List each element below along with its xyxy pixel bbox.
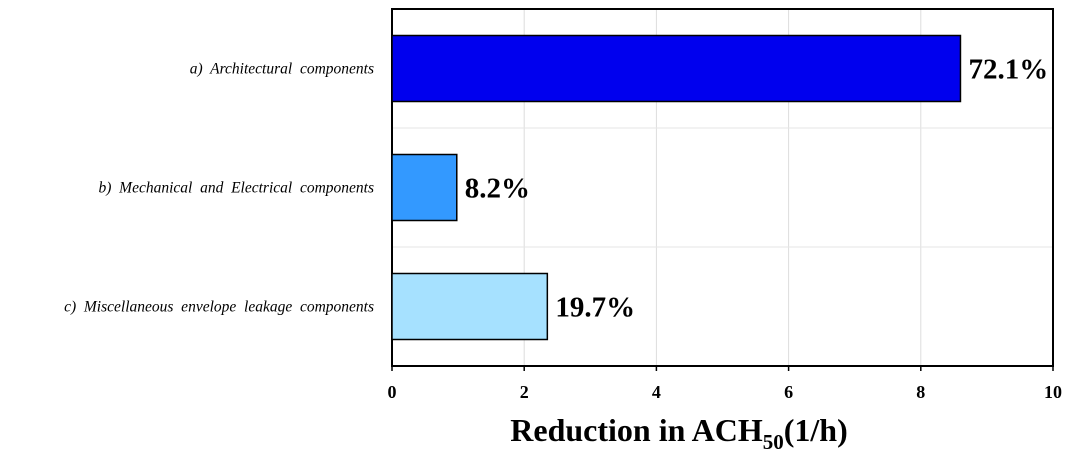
x-axis-title: Reduction in ACH50(1/h) bbox=[510, 412, 847, 454]
x-axis-title-suffix: (1/h) bbox=[784, 412, 848, 448]
category-labels: a) Architectural components b) Mechanical… bbox=[64, 61, 374, 316]
tick-label: 2 bbox=[520, 382, 529, 402]
tick-label: 8 bbox=[916, 382, 925, 402]
data-label: 19.7% bbox=[555, 292, 635, 324]
data-label: 72.1% bbox=[968, 54, 1048, 86]
data-label: 8.2% bbox=[465, 173, 530, 205]
category-label: a) Architectural components bbox=[190, 61, 374, 78]
bar bbox=[391, 153, 458, 222]
tick-label: 6 bbox=[784, 382, 793, 402]
category-label: c) Miscellaneous envelope leakage compon… bbox=[64, 299, 374, 316]
category-label: b) Mechanical and Electrical components bbox=[99, 180, 374, 197]
tick-label: 0 bbox=[388, 382, 397, 402]
bar bbox=[391, 34, 962, 103]
bars bbox=[391, 34, 962, 341]
tick-label: 4 bbox=[652, 382, 661, 402]
bar bbox=[391, 272, 549, 341]
tick-label: 10 bbox=[1044, 382, 1062, 402]
x-axis-title-main: Reduction in ACH bbox=[510, 412, 763, 448]
x-axis-title-subscript: 50 bbox=[763, 430, 784, 454]
x-axis-ticks: 0 2 4 6 8 10 bbox=[388, 366, 1062, 402]
data-labels: 72.1% 8.2% 19.7% bbox=[465, 54, 1048, 324]
